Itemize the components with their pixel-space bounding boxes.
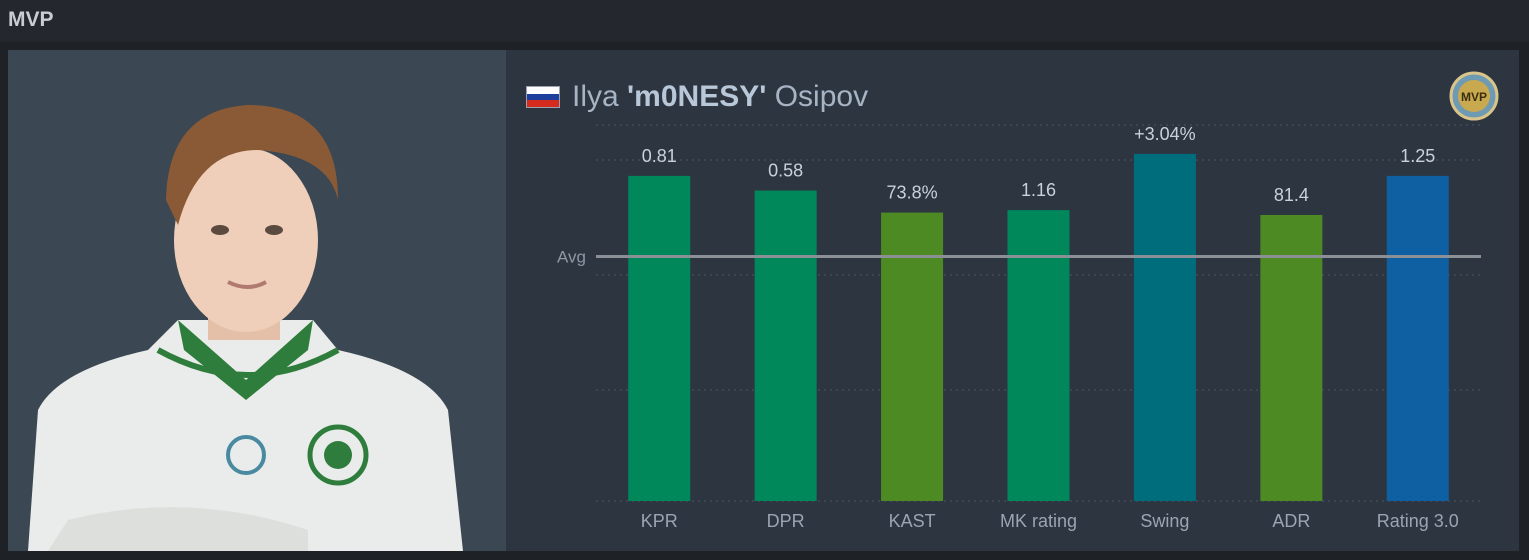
player-silhouette-image bbox=[28, 105, 463, 551]
player-last-name: Osipov bbox=[774, 80, 869, 113]
average-label: Avg bbox=[557, 248, 586, 267]
bar-kast bbox=[881, 212, 944, 502]
category-label: DPR bbox=[767, 511, 805, 531]
value-label: 1.16 bbox=[1021, 180, 1056, 200]
player-nickname: 'm0NESY' bbox=[627, 80, 767, 113]
category-label: Swing bbox=[1140, 511, 1189, 531]
value-label: 0.81 bbox=[642, 146, 677, 166]
stats-panel: Ilya 'm0NESY' Osipov MVP 0.81 KPR 0.58 DPR 7… bbox=[506, 50, 1519, 551]
stats-bar-chart: 0.81 KPR 0.58 DPR 73.8% KAST 1.16 MK rating +3.0… bbox=[557, 124, 1481, 531]
section-title: MVP bbox=[8, 8, 54, 31]
category-label: KAST bbox=[889, 511, 936, 531]
bar-dpr bbox=[754, 190, 817, 502]
player-photo bbox=[8, 50, 506, 551]
value-label: 73.8% bbox=[887, 183, 938, 203]
mvp-card: Ilya 'm0NESY' Osipov MVP 0.81 KPR 0.58 DPR 7… bbox=[8, 50, 1519, 551]
category-label: Rating 3.0 bbox=[1377, 511, 1459, 531]
header-bar: MVP bbox=[0, 0, 1529, 42]
player-first-name: Ilya bbox=[572, 80, 619, 113]
value-label: +3.04% bbox=[1134, 124, 1196, 144]
category-label: MK rating bbox=[1000, 511, 1077, 531]
bar-swing bbox=[1133, 153, 1196, 501]
bar-adr bbox=[1260, 215, 1323, 501]
bar-rating-3-0 bbox=[1386, 175, 1449, 501]
mvp-medal-icon: MVP bbox=[1449, 71, 1499, 121]
player-name: Ilya 'm0NESY' Osipov bbox=[572, 80, 868, 114]
bar-kpr bbox=[628, 175, 691, 501]
category-label: ADR bbox=[1272, 511, 1310, 531]
value-label: 0.58 bbox=[768, 161, 803, 181]
category-label: KPR bbox=[641, 511, 678, 531]
value-label: 81.4 bbox=[1274, 185, 1309, 205]
bar-mk-rating bbox=[1007, 210, 1070, 501]
russia-flag-icon bbox=[526, 86, 560, 108]
mvp-badge-text: MVP bbox=[1461, 90, 1487, 104]
value-label: 1.25 bbox=[1400, 146, 1435, 166]
